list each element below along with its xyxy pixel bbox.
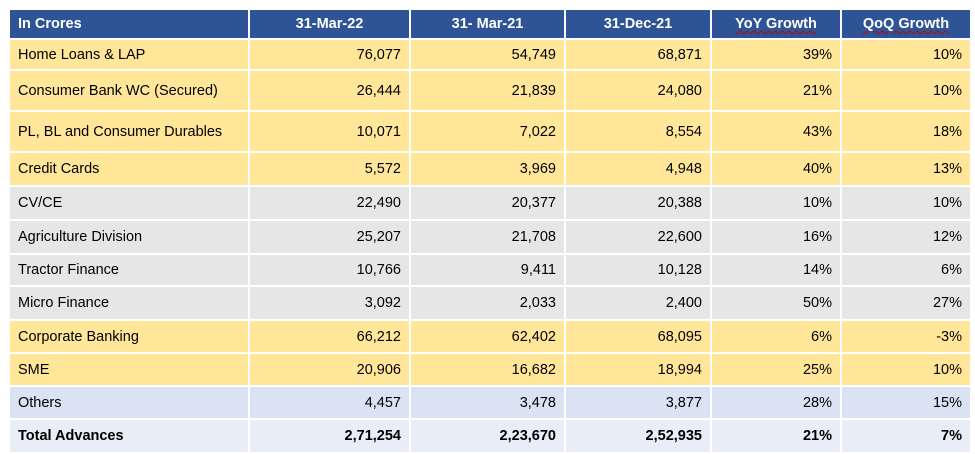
table-row: Home Loans & LAP 76,077 54,749 68,871 39% 10%	[8, 38, 972, 71]
cell-qoq-growth: 10%	[840, 69, 972, 112]
cell-31-dec-21: 3,877	[564, 385, 712, 420]
cell-31-mar-22: 3,092	[248, 285, 411, 321]
header-row: In Crores 31-Mar-22 31- Mar-21 31-Dec-21…	[8, 8, 972, 40]
cell-31-mar-21: 3,478	[409, 385, 566, 420]
cell-qoq-growth: 6%	[840, 253, 972, 287]
cell-yoy-growth: 21%	[710, 418, 842, 454]
header-qoq-growth-label: QoQ Growth	[862, 16, 950, 32]
cell-31-mar-21: 21,708	[409, 219, 566, 255]
cell-yoy-growth: 40%	[710, 151, 842, 187]
cell-31-dec-21: 20,388	[564, 185, 712, 221]
cell-31-mar-22: 2,71,254	[248, 418, 411, 454]
cell-31-mar-22: 25,207	[248, 219, 411, 255]
cell-31-mar-22: 76,077	[248, 38, 411, 71]
header-31-mar-22: 31-Mar-22	[248, 8, 411, 40]
row-label: Agriculture Division	[8, 219, 250, 255]
cell-qoq-growth: 10%	[840, 38, 972, 71]
cell-yoy-growth: 16%	[710, 219, 842, 255]
row-label: Consumer Bank WC (Secured)	[8, 69, 250, 112]
cell-31-dec-21: 68,871	[564, 38, 712, 71]
cell-31-mar-21: 9,411	[409, 253, 566, 287]
header-31-dec-21: 31-Dec-21	[564, 8, 712, 40]
cell-qoq-growth: 10%	[840, 185, 972, 221]
total-row: Total Advances 2,71,254 2,23,670 2,52,935 21…	[8, 418, 972, 454]
cell-yoy-growth: 25%	[710, 352, 842, 387]
table-body: Home Loans & LAP 76,077 54,749 68,871 39% 10%…	[8, 38, 972, 454]
row-label: Others	[8, 385, 250, 420]
row-label: Total Advances	[8, 418, 250, 454]
table-row: CV/CE 22,490 20,377 20,388 10% 10%	[8, 185, 972, 221]
cell-31-mar-22: 66,212	[248, 319, 411, 354]
cell-31-dec-21: 22,600	[564, 219, 712, 255]
cell-31-mar-22: 20,906	[248, 352, 411, 387]
advances-table-container: In Crores 31-Mar-22 31- Mar-21 31-Dec-21…	[8, 8, 972, 454]
cell-31-mar-22: 5,572	[248, 151, 411, 187]
cell-qoq-growth: 15%	[840, 385, 972, 420]
header-yoy-growth-label: YoY Growth	[735, 16, 817, 32]
row-label: Tractor Finance	[8, 253, 250, 287]
cell-yoy-growth: 50%	[710, 285, 842, 321]
header-qoq-growth: QoQ Growth	[840, 8, 972, 40]
table-row: Corporate Banking 66,212 62,402 68,095 6% -3%	[8, 319, 972, 354]
cell-31-dec-21: 10,128	[564, 253, 712, 287]
cell-31-dec-21: 4,948	[564, 151, 712, 187]
cell-31-dec-21: 68,095	[564, 319, 712, 354]
cell-31-mar-21: 3,969	[409, 151, 566, 187]
table-row: Micro Finance 3,092 2,033 2,400 50% 27%	[8, 285, 972, 321]
cell-yoy-growth: 39%	[710, 38, 842, 71]
row-label: CV/CE	[8, 185, 250, 221]
cell-31-mar-21: 21,839	[409, 69, 566, 112]
row-label: PL, BL and Consumer Durables	[8, 110, 250, 153]
cell-31-dec-21: 8,554	[564, 110, 712, 153]
table-row: Agriculture Division 25,207 21,708 22,600 16…	[8, 219, 972, 255]
cell-31-dec-21: 2,400	[564, 285, 712, 321]
cell-31-mar-22: 10,766	[248, 253, 411, 287]
table-row: Others 4,457 3,478 3,877 28% 15%	[8, 385, 972, 420]
cell-31-mar-22: 22,490	[248, 185, 411, 221]
row-label: Micro Finance	[8, 285, 250, 321]
cell-31-mar-21: 20,377	[409, 185, 566, 221]
cell-qoq-growth: 13%	[840, 151, 972, 187]
cell-31-mar-21: 2,033	[409, 285, 566, 321]
advances-table: In Crores 31-Mar-22 31- Mar-21 31-Dec-21…	[8, 8, 972, 454]
cell-31-mar-22: 26,444	[248, 69, 411, 112]
row-label: Home Loans & LAP	[8, 38, 250, 71]
cell-31-mar-21: 62,402	[409, 319, 566, 354]
cell-qoq-growth: 7%	[840, 418, 972, 454]
header-in-crores: In Crores	[8, 8, 250, 40]
cell-yoy-growth: 28%	[710, 385, 842, 420]
row-label: Credit Cards	[8, 151, 250, 187]
header-yoy-growth: YoY Growth	[710, 8, 842, 40]
cell-31-mar-21: 54,749	[409, 38, 566, 71]
cell-31-dec-21: 18,994	[564, 352, 712, 387]
cell-qoq-growth: -3%	[840, 319, 972, 354]
cell-31-mar-21: 2,23,670	[409, 418, 566, 454]
cell-qoq-growth: 18%	[840, 110, 972, 153]
table-row: SME 20,906 16,682 18,994 25% 10%	[8, 352, 972, 387]
cell-yoy-growth: 43%	[710, 110, 842, 153]
header-31-mar-21: 31- Mar-21	[409, 8, 566, 40]
cell-31-mar-21: 7,022	[409, 110, 566, 153]
table-row: PL, BL and Consumer Durables 10,071 7,022 8…	[8, 110, 972, 153]
table-row: Consumer Bank WC (Secured) 26,444 21,839 24…	[8, 69, 972, 112]
table-row: Credit Cards 5,572 3,969 4,948 40% 13%	[8, 151, 972, 187]
cell-qoq-growth: 12%	[840, 219, 972, 255]
row-label: SME	[8, 352, 250, 387]
cell-qoq-growth: 10%	[840, 352, 972, 387]
cell-yoy-growth: 21%	[710, 69, 842, 112]
cell-31-mar-21: 16,682	[409, 352, 566, 387]
cell-yoy-growth: 10%	[710, 185, 842, 221]
cell-31-dec-21: 24,080	[564, 69, 712, 112]
table-row: Tractor Finance 10,766 9,411 10,128 14% 6%	[8, 253, 972, 287]
cell-31-mar-22: 4,457	[248, 385, 411, 420]
cell-yoy-growth: 6%	[710, 319, 842, 354]
cell-yoy-growth: 14%	[710, 253, 842, 287]
table-header: In Crores 31-Mar-22 31- Mar-21 31-Dec-21…	[8, 8, 972, 40]
cell-31-dec-21: 2,52,935	[564, 418, 712, 454]
row-label: Corporate Banking	[8, 319, 250, 354]
cell-qoq-growth: 27%	[840, 285, 972, 321]
cell-31-mar-22: 10,071	[248, 110, 411, 153]
